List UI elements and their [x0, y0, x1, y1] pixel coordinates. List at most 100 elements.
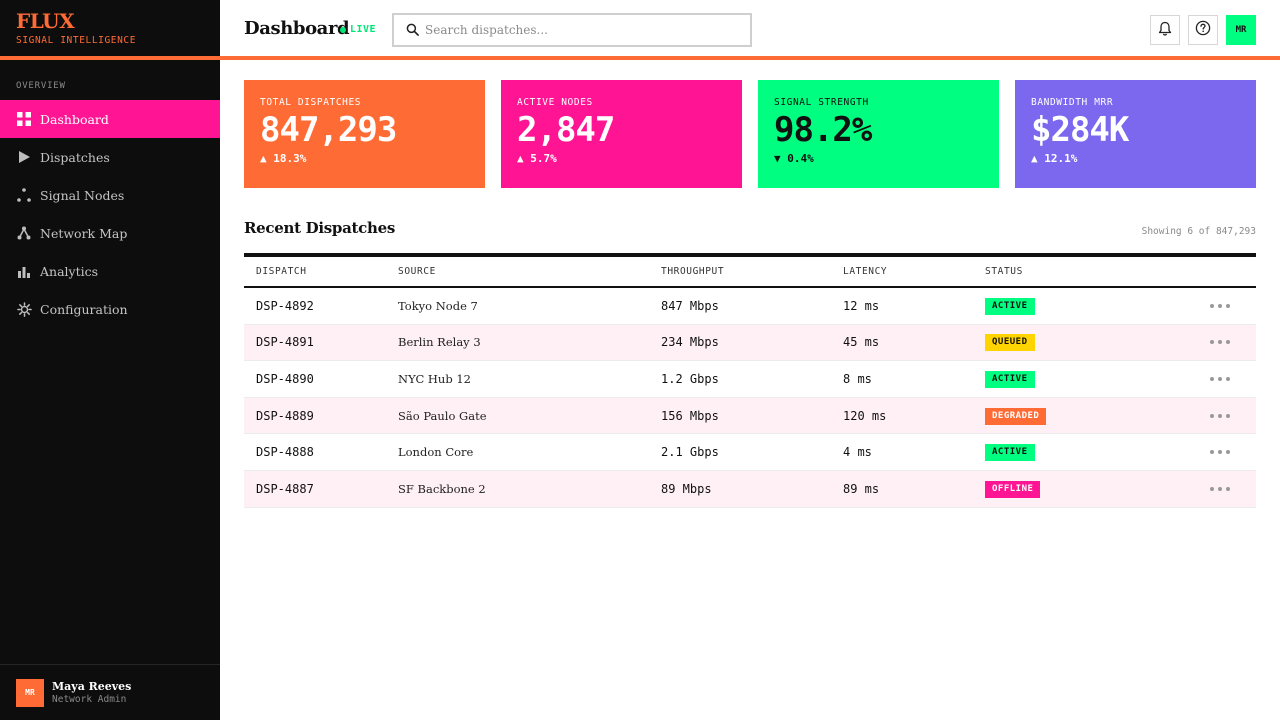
sidebar-section-label: OVERVIEW: [16, 81, 66, 91]
dispatch-latency: 45 ms: [843, 335, 880, 350]
nodes-icon: [16, 187, 32, 203]
dispatch-latency: 89 ms: [843, 481, 880, 496]
notifications-button[interactable]: [1150, 15, 1180, 45]
row-menu-button[interactable]: [1210, 450, 1230, 455]
more-dots-icon: [1210, 303, 1214, 308]
dispatch-id: DSP-4890: [256, 371, 314, 386]
row-menu-button[interactable]: [1210, 340, 1230, 345]
kpi-value: 2,847: [517, 110, 615, 150]
sidebar-item-label: Dashboard: [40, 111, 109, 127]
dispatch-latency: 12 ms: [843, 298, 880, 313]
page-title: Dashboard: [244, 18, 350, 39]
column-header-throughput[interactable]: THROUGHPUT: [661, 266, 725, 277]
table-row[interactable]: DSP-4892 Tokyo Node 7 847 Mbps 12 ms ACT…: [244, 288, 1256, 325]
more-dots-icon: [1210, 450, 1214, 455]
dispatch-throughput: 1.2 Gbps: [661, 371, 719, 386]
dispatch-throughput: 89 Mbps: [661, 481, 712, 496]
play-icon: [16, 149, 32, 165]
top-header: Dashboard LIVE MR: [220, 0, 1280, 60]
dispatch-latency: 8 ms: [843, 371, 872, 386]
dispatch-latency: 120 ms: [843, 408, 887, 423]
kpi-delta: ▲ 5.7%: [517, 152, 557, 165]
dispatch-id: DSP-4888: [256, 445, 314, 460]
kpi-value: $284K: [1031, 110, 1129, 150]
row-menu-button[interactable]: [1210, 486, 1230, 491]
status-badge: DEGRADED: [985, 407, 1047, 425]
row-menu-button[interactable]: [1210, 303, 1230, 308]
network-icon: [16, 225, 32, 241]
sidebar-item-network-map[interactable]: Network Map: [0, 214, 220, 252]
user-profile[interactable]: MR Maya Reeves Network Admin: [0, 664, 220, 720]
recent-dispatches-title: Recent Dispatches: [244, 219, 395, 237]
bar-chart-icon: [16, 263, 32, 279]
dispatch-throughput: 2.1 Gbps: [661, 445, 719, 460]
sidebar-nav: Dashboard Dispatches Signal Nodes Networ…: [0, 100, 220, 328]
dispatch-id: DSP-4892: [256, 298, 314, 313]
dispatch-throughput: 847 Mbps: [661, 298, 719, 313]
kpi-delta: ▲ 18.3%: [260, 152, 307, 165]
sidebar-item-analytics[interactable]: Analytics: [0, 252, 220, 290]
kpi-card-signal-strength[interactable]: SIGNAL STRENGTH 98.2% ▼ 0.4%: [758, 80, 999, 188]
table-row[interactable]: DSP-4888 London Core 2.1 Gbps 4 ms ACTIV…: [244, 434, 1256, 471]
column-header-latency[interactable]: LATENCY: [843, 266, 888, 277]
dispatch-id: DSP-4891: [256, 335, 314, 350]
column-header-dispatch[interactable]: DISPATCH: [256, 266, 307, 277]
kpi-value: 847,293: [260, 110, 397, 150]
live-label: LIVE: [350, 24, 377, 35]
gear-icon: [16, 301, 32, 317]
dispatch-throughput: 156 Mbps: [661, 408, 719, 423]
search-input[interactable]: [425, 23, 745, 37]
sidebar-item-label: Signal Nodes: [40, 187, 125, 203]
kpi-label: TOTAL DISPATCHES: [260, 97, 362, 108]
column-header-source[interactable]: SOURCE: [398, 266, 436, 277]
sidebar-item-label: Network Map: [40, 225, 128, 241]
live-indicator: LIVE: [340, 24, 376, 35]
dispatch-latency: 4 ms: [843, 445, 872, 460]
showing-count: Showing 6 of 847,293: [1141, 226, 1256, 237]
kpi-delta: ▼ 0.4%: [774, 152, 814, 165]
help-icon: [1195, 20, 1211, 40]
row-menu-button[interactable]: [1210, 376, 1230, 381]
table-row[interactable]: DSP-4891 Berlin Relay 3 234 Mbps 45 ms Q…: [244, 324, 1256, 362]
table-row[interactable]: DSP-4887 SF Backbone 2 89 Mbps 89 ms OFF…: [244, 470, 1256, 508]
kpi-value: 98.2%: [774, 110, 872, 150]
dispatch-source: Tokyo Node 7: [398, 298, 478, 313]
sidebar-item-configuration[interactable]: Configuration: [0, 290, 220, 328]
search-icon: [406, 21, 419, 40]
sidebar-item-dispatches[interactable]: Dispatches: [0, 138, 220, 176]
user-name: Maya Reeves: [52, 679, 132, 693]
dispatch-id: DSP-4889: [256, 408, 314, 423]
sidebar-item-dashboard[interactable]: Dashboard: [0, 100, 220, 138]
help-button[interactable]: [1188, 15, 1218, 45]
table-row[interactable]: DSP-4889 São Paulo Gate 156 Mbps 120 ms …: [244, 397, 1256, 435]
more-dots-icon: [1210, 413, 1214, 418]
brand-logo[interactable]: FLUX: [16, 9, 75, 33]
brand-tagline: SIGNAL INTELLIGENCE: [16, 35, 137, 46]
dispatch-source: SF Backbone 2: [398, 481, 486, 496]
more-dots-icon: [1210, 340, 1214, 345]
table-row[interactable]: DSP-4890 NYC Hub 12 1.2 Gbps 8 ms ACTIVE: [244, 361, 1256, 398]
dispatch-throughput: 234 Mbps: [661, 335, 719, 350]
dispatch-source: São Paulo Gate: [398, 408, 487, 423]
status-badge: QUEUED: [985, 334, 1035, 352]
kpi-label: ACTIVE NODES: [517, 97, 593, 108]
row-menu-button[interactable]: [1210, 413, 1230, 418]
dispatch-source: London Core: [398, 445, 474, 460]
kpi-card-bandwidth-mrr[interactable]: BANDWIDTH MRR $284K ▲ 12.1%: [1015, 80, 1256, 188]
dispatch-source: NYC Hub 12: [398, 371, 471, 386]
live-dot-icon: [340, 26, 346, 33]
sidebar: FLUX SIGNAL INTELLIGENCE OVERVIEW Dashbo…: [0, 0, 220, 720]
search-box[interactable]: [392, 13, 752, 47]
user-avatar-button[interactable]: MR: [1226, 15, 1256, 45]
more-dots-icon: [1210, 376, 1214, 381]
column-header-status[interactable]: STATUS: [985, 266, 1023, 277]
dispatch-table: DISPATCH SOURCE THROUGHPUT LATENCY STATU…: [244, 253, 1256, 508]
sidebar-item-signal-nodes[interactable]: Signal Nodes: [0, 176, 220, 214]
user-role: Network Admin: [52, 693, 127, 705]
kpi-card-active-nodes[interactable]: ACTIVE NODES 2,847 ▲ 5.7%: [501, 80, 742, 188]
sidebar-item-label: Analytics: [40, 263, 99, 279]
user-info: Maya Reeves Network Admin: [52, 680, 131, 706]
kpi-card-total-dispatches[interactable]: TOTAL DISPATCHES 847,293 ▲ 18.3%: [244, 80, 485, 188]
table-header: DISPATCH SOURCE THROUGHPUT LATENCY STATU…: [244, 257, 1256, 288]
dispatch-source: Berlin Relay 3: [398, 335, 481, 350]
